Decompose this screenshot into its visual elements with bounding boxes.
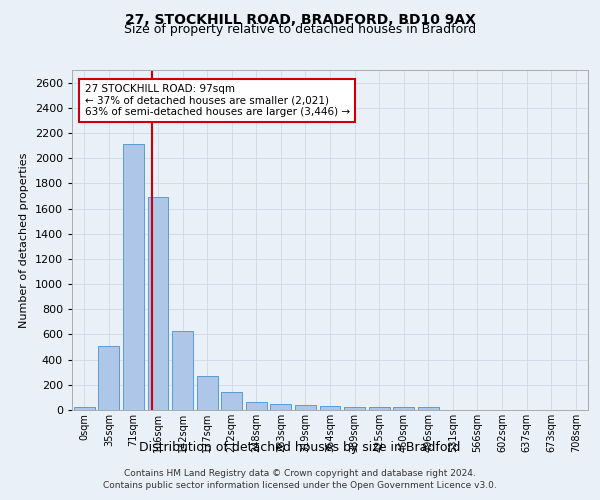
Bar bbox=[368, 408, 389, 410]
Bar bbox=[246, 402, 267, 410]
Bar bbox=[320, 406, 340, 410]
Text: 27, STOCKHILL ROAD, BRADFORD, BD10 9AX: 27, STOCKHILL ROAD, BRADFORD, BD10 9AX bbox=[125, 12, 475, 26]
Bar bbox=[74, 408, 95, 410]
Bar bbox=[221, 392, 242, 410]
Text: Size of property relative to detached houses in Bradford: Size of property relative to detached ho… bbox=[124, 22, 476, 36]
Bar bbox=[393, 408, 414, 410]
Y-axis label: Number of detached properties: Number of detached properties bbox=[19, 152, 29, 328]
Bar bbox=[418, 407, 439, 410]
Text: 27 STOCKHILL ROAD: 97sqm
← 37% of detached houses are smaller (2,021)
63% of sem: 27 STOCKHILL ROAD: 97sqm ← 37% of detach… bbox=[85, 84, 350, 117]
Bar bbox=[197, 376, 218, 410]
Bar bbox=[295, 405, 316, 410]
Bar bbox=[148, 197, 169, 410]
Text: Contains HM Land Registry data © Crown copyright and database right 2024.: Contains HM Land Registry data © Crown c… bbox=[124, 468, 476, 477]
Bar bbox=[172, 332, 193, 410]
Text: Contains public sector information licensed under the Open Government Licence v3: Contains public sector information licen… bbox=[103, 481, 497, 490]
Text: Distribution of detached houses by size in Bradford: Distribution of detached houses by size … bbox=[139, 441, 461, 454]
Bar bbox=[98, 346, 119, 410]
Bar bbox=[123, 144, 144, 410]
Bar bbox=[344, 407, 365, 410]
Bar bbox=[271, 404, 292, 410]
